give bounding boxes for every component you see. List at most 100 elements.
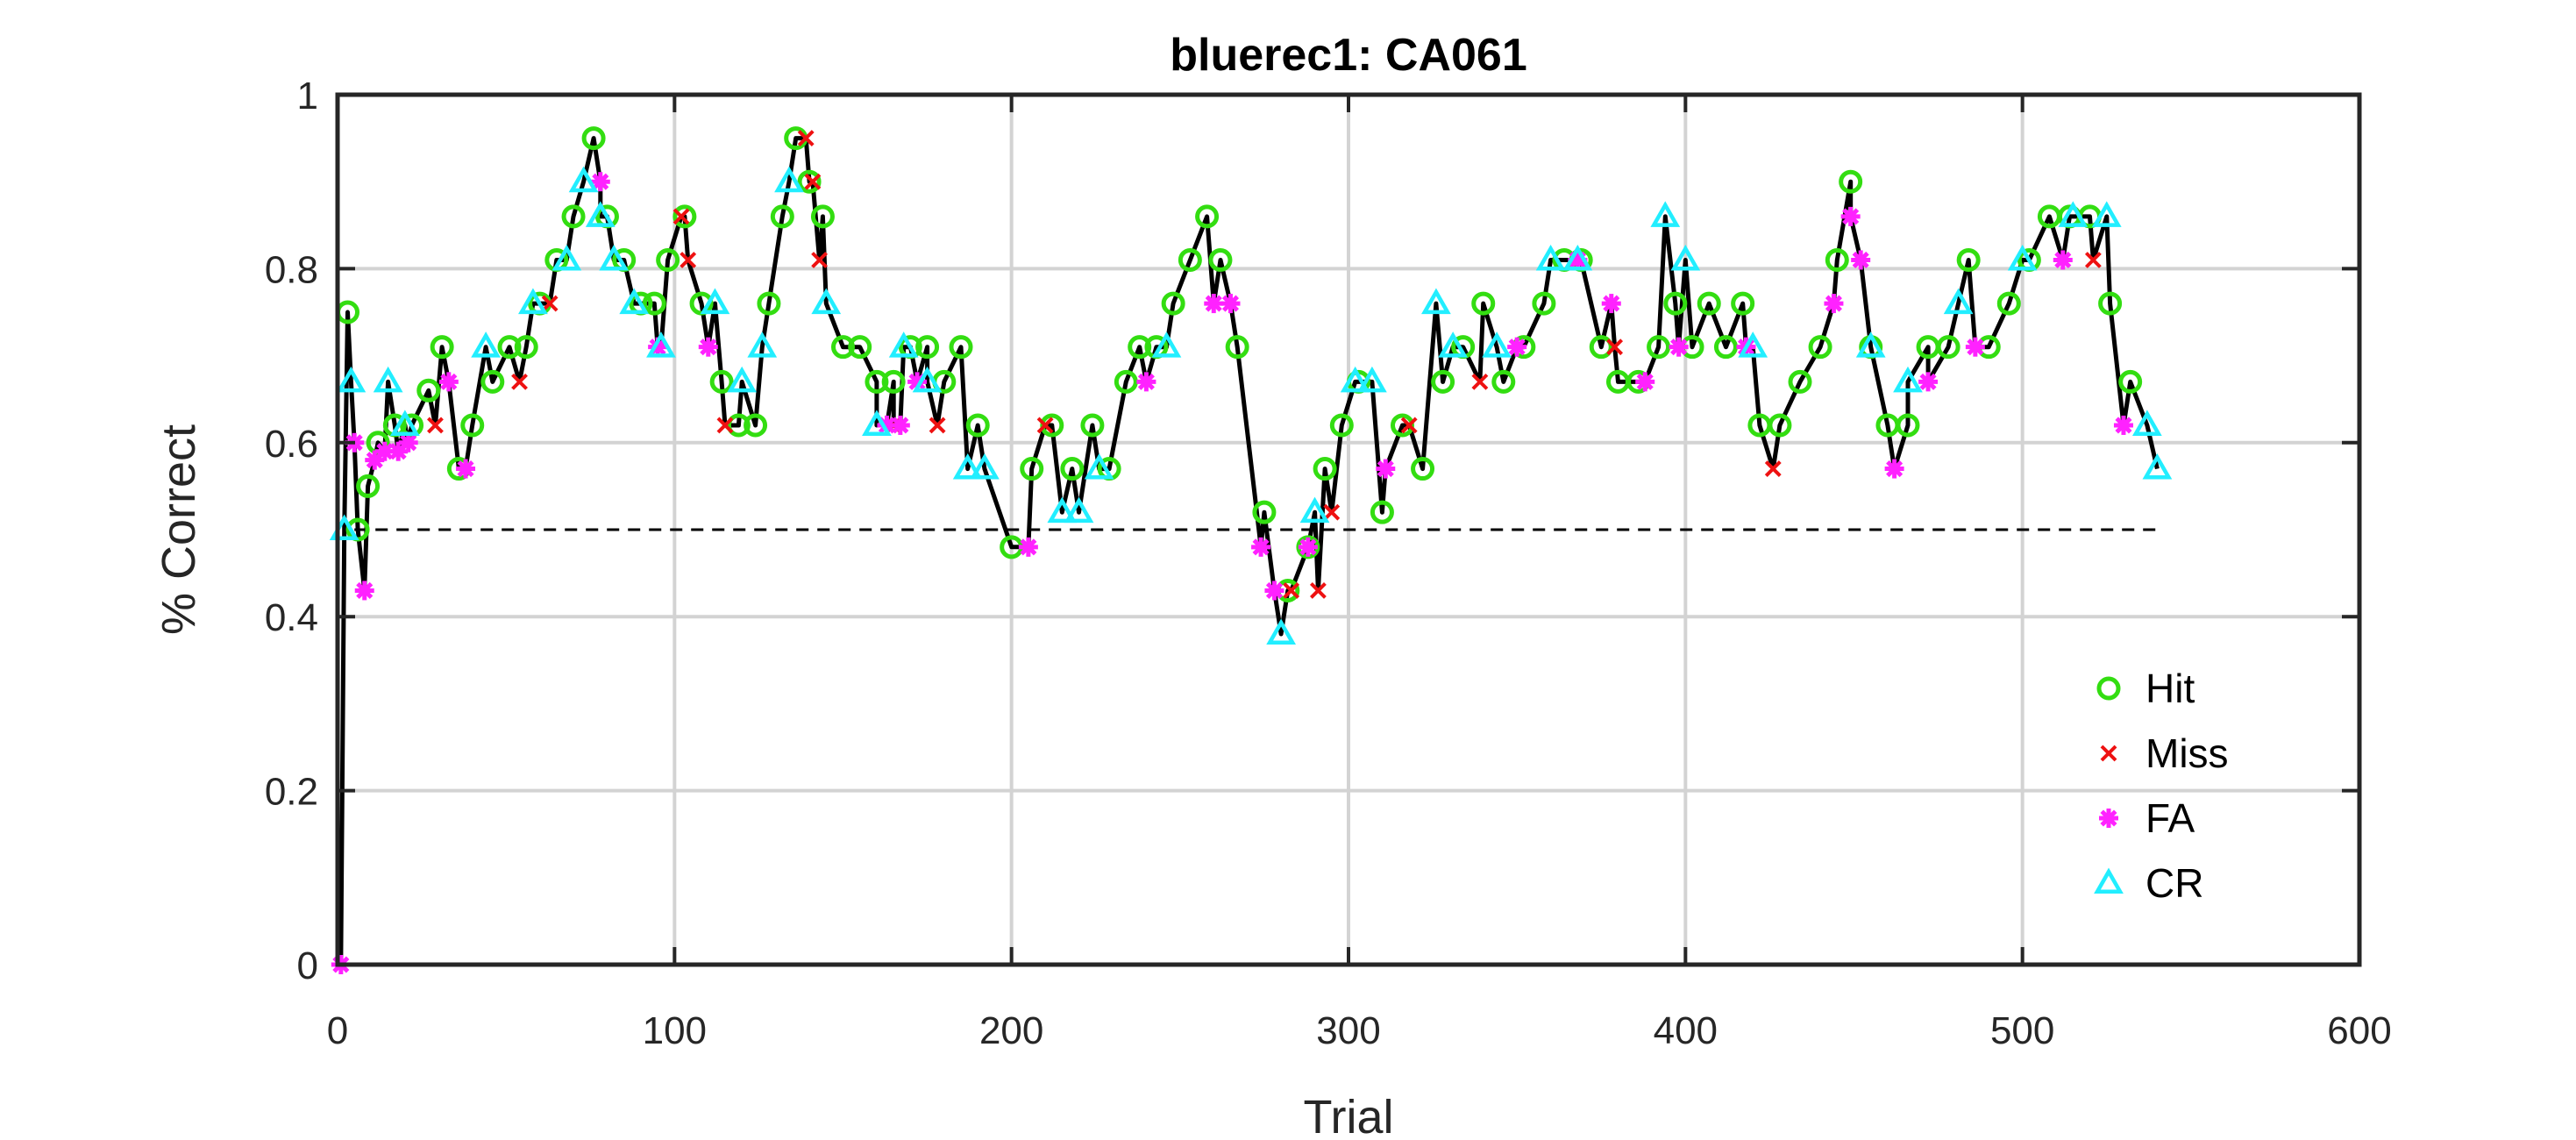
marker-fa: [590, 172, 610, 192]
marker-hit: [1936, 335, 1960, 360]
legend-label: Miss: [2145, 730, 2229, 776]
marker-hit: [810, 204, 835, 229]
marker-cr: [2131, 410, 2162, 436]
marker-hit: [1161, 291, 1185, 316]
marker-fa: [2053, 250, 2073, 270]
marker-cr: [1299, 496, 1330, 524]
legend-item-fa: FA: [2099, 795, 2195, 841]
x-tick-label: 0: [327, 1009, 348, 1052]
marker-miss: [427, 417, 444, 434]
marker-fa: [1851, 250, 1871, 270]
x-tick-label: 500: [1990, 1009, 2054, 1052]
marker-miss: [1471, 373, 1489, 390]
marker-fa: [1204, 294, 1224, 314]
legend-label: FA: [2145, 795, 2195, 841]
legend-item-miss: Miss: [2100, 730, 2229, 776]
marker-fa: [438, 372, 459, 392]
legend-marker-miss: [2100, 745, 2117, 762]
marker-hit: [770, 204, 794, 229]
marker-cr: [2058, 201, 2089, 227]
marker-hit: [949, 335, 973, 360]
marker-hit: [1040, 413, 1064, 438]
marker-hit: [1208, 247, 1233, 272]
marker-miss: [1283, 582, 1300, 599]
marker-hit: [460, 413, 485, 438]
marker-cr: [1670, 244, 1701, 271]
marker-hit: [709, 369, 734, 394]
marker-miss: [811, 252, 829, 268]
marker-fa: [354, 581, 374, 601]
marker-miss: [797, 130, 815, 147]
marker-hit: [1114, 369, 1138, 394]
marker-hit: [356, 474, 381, 498]
marker-fa: [1918, 372, 1939, 392]
marker-cr: [1562, 244, 1593, 271]
marker-miss: [2084, 252, 2102, 268]
marker-cr: [2007, 244, 2038, 271]
x-axis-title: Trial: [1304, 1091, 1394, 1140]
marker-cr: [568, 166, 599, 193]
performance-trace-line: [338, 136, 2160, 965]
legend-marker-fa: [2099, 809, 2118, 828]
marker-cr: [727, 366, 758, 393]
marker-hit: [480, 369, 505, 394]
marker-hit: [642, 291, 666, 316]
marker-hit: [1431, 369, 1455, 394]
marker-hit: [726, 413, 751, 438]
marker-miss: [1323, 503, 1341, 521]
marker-cr: [1535, 244, 1566, 271]
marker-fa: [1251, 537, 1271, 557]
axes-box: [335, 92, 2362, 967]
marker-hit: [1713, 335, 1738, 360]
marker-miss: [680, 252, 697, 268]
marker-hit: [831, 335, 855, 360]
marker-hit: [1647, 335, 1671, 360]
marker-miss: [1309, 582, 1327, 599]
marker-fa: [1965, 337, 1985, 357]
marker-hit: [1252, 500, 1277, 524]
marker-fa: [1507, 337, 1527, 357]
y-tick-label: 0.8: [265, 248, 318, 291]
marker-fa: [1884, 459, 1904, 479]
x-tick-label: 200: [979, 1009, 1043, 1052]
marker-miss: [804, 173, 822, 190]
marker-cr: [1340, 366, 1370, 393]
x-tick-label: 600: [2327, 1009, 2391, 1052]
marker-miss: [929, 417, 946, 434]
marker-fa: [890, 415, 910, 435]
marker-hit: [2098, 291, 2123, 316]
marker-fa: [1298, 537, 1318, 557]
marker-cr: [646, 331, 676, 358]
marker-hit: [1128, 335, 1152, 360]
marker-hit: [1532, 291, 1556, 316]
marker-hit: [561, 204, 586, 229]
marker-hit: [1329, 413, 1354, 438]
marker-hit: [430, 335, 454, 360]
marker-hit: [1080, 413, 1105, 438]
marker-cr: [1893, 366, 1923, 393]
marker-cr: [2142, 453, 2173, 480]
marker-hit: [1589, 335, 1613, 360]
marker-hit: [1390, 413, 1414, 438]
marker-cr: [1064, 496, 1094, 524]
marker-cr: [1266, 618, 1297, 645]
marker-hit: [1839, 169, 1863, 194]
marker-hit: [757, 291, 781, 316]
marker-fa: [1669, 337, 1689, 357]
marker-cr: [1047, 496, 1078, 524]
marker-hit: [672, 204, 697, 229]
marker-miss: [716, 417, 734, 434]
marker-cr: [336, 366, 366, 393]
marker-hit: [1178, 247, 1202, 272]
marker-cr: [471, 331, 501, 358]
marker-hit: [1060, 457, 1085, 481]
marker-cr: [700, 288, 730, 315]
data-markers: [329, 126, 2173, 974]
marker-cr: [747, 331, 778, 358]
marker-fa: [456, 459, 476, 479]
marker-fa: [698, 337, 718, 357]
marker-hit: [1996, 291, 2021, 316]
marker-cr: [912, 366, 943, 393]
marker-cr: [1855, 331, 1886, 358]
marker-hit: [1370, 500, 1394, 524]
